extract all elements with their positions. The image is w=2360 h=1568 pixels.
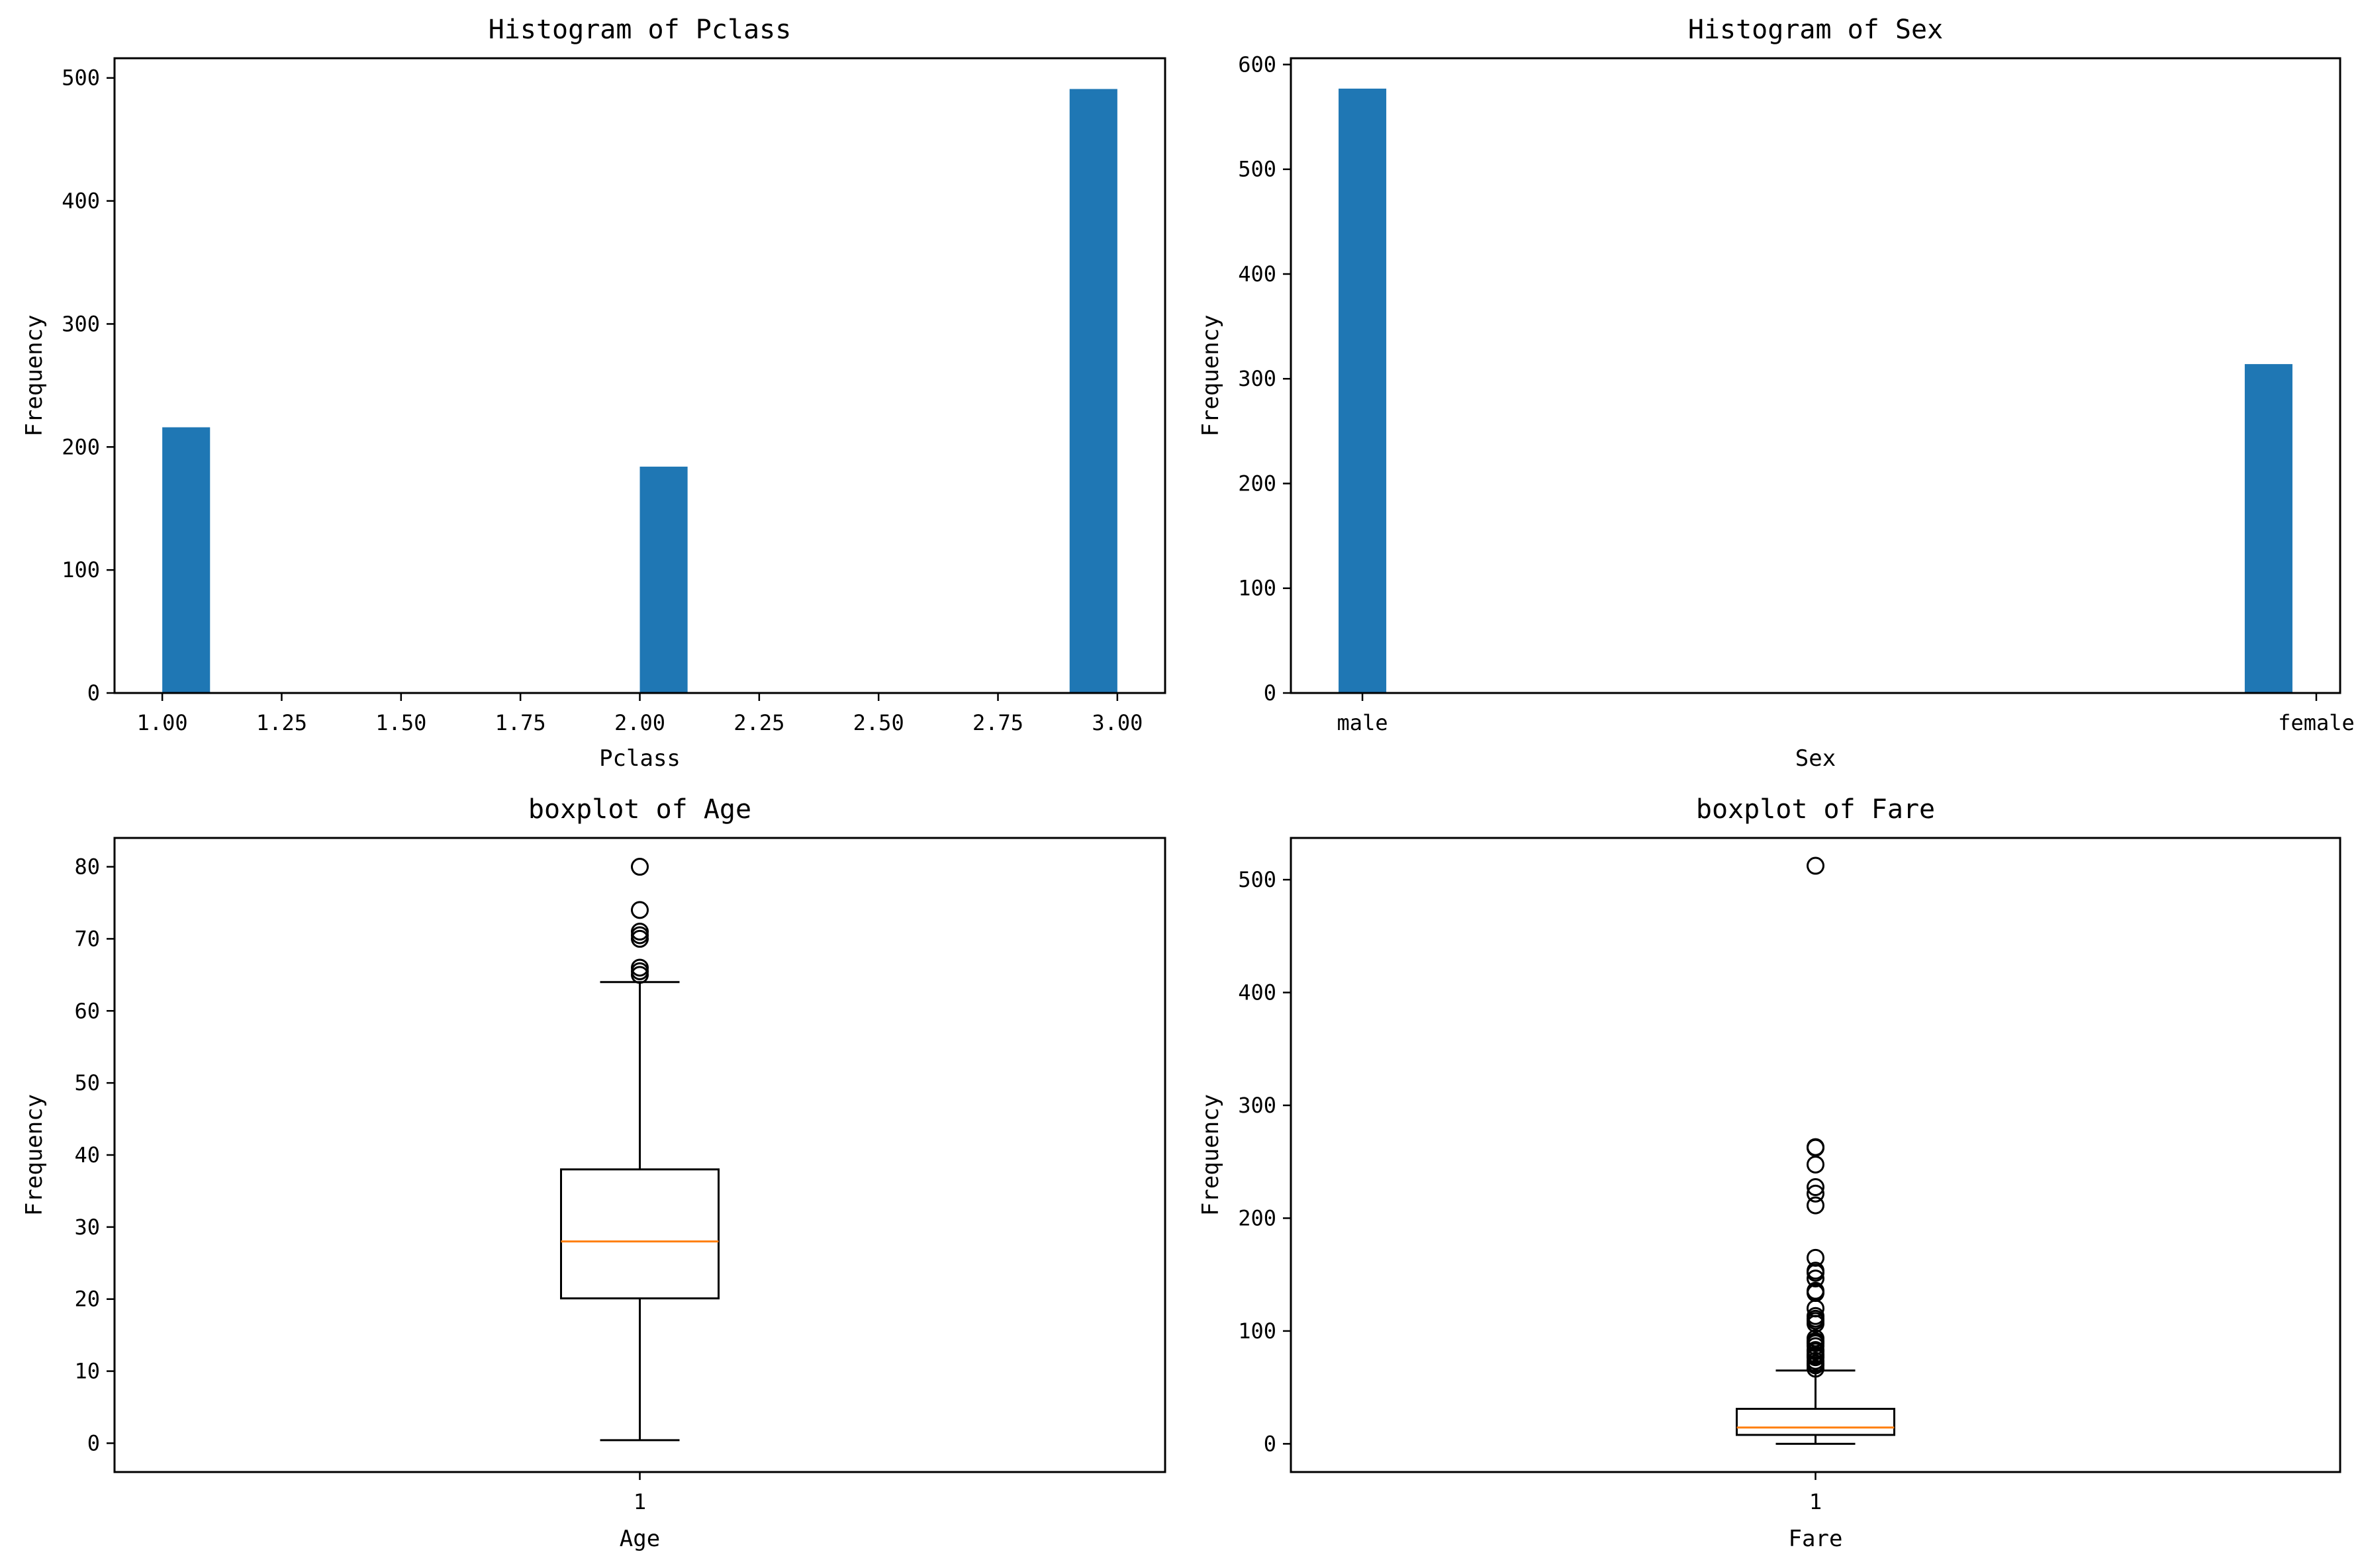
y-tick-label: 0: [87, 1430, 100, 1455]
x-tick-label: 2.50: [853, 710, 904, 735]
pclass-histogram-panel: Histogram of Pclass Pclass Frequency 0 10…: [21, 15, 1166, 772]
outlier-point: [1807, 1184, 1824, 1203]
outlier-point: [1807, 1307, 1824, 1325]
y-tick-label: 300: [62, 311, 100, 336]
histogram-bar: [162, 427, 211, 693]
outlier-point: [1807, 1329, 1824, 1348]
x-axis-label: Age: [620, 1526, 660, 1552]
axes-frame: [113, 837, 1166, 1473]
y-tick-label: 600: [1238, 52, 1276, 77]
x-tick-label: 1.25: [256, 710, 307, 735]
outlier-point: [1807, 1196, 1824, 1215]
y-tick-label: 0: [87, 680, 100, 706]
y-tick-label: 100: [1238, 1318, 1276, 1344]
x-tick-label: 1.75: [495, 710, 546, 735]
y-axis-label: Frequency: [1198, 314, 1224, 436]
outlier-point: [631, 958, 649, 977]
histogram-bar: [639, 467, 688, 693]
outlier-point: [1807, 1262, 1824, 1280]
x-tick-label: female: [2278, 710, 2355, 735]
x-tick-label: 1.50: [375, 710, 426, 735]
y-tick-label: 0: [1264, 680, 1276, 706]
y-tick-label: 300: [1238, 366, 1276, 391]
y-tick-label: 80: [74, 854, 100, 880]
y-tick-label: 70: [74, 926, 100, 951]
y-axis-label: Frequency: [21, 314, 48, 436]
x-tick-label: 1: [1809, 1489, 1822, 1514]
x-tick-label: 3.00: [1092, 710, 1143, 735]
outlier-point: [1807, 856, 1824, 875]
sex-histogram-panel: Histogram of Sex Sex Frequency 0 100 200 30…: [1198, 15, 2355, 772]
y-tick-label: 20: [74, 1287, 100, 1312]
y-tick-label: 400: [62, 189, 100, 214]
chart-title: boxplot of Age: [528, 794, 751, 825]
age-boxplot-panel: boxplot of Age Age Frequency 0 10 20 30 40 50…: [21, 794, 1166, 1552]
iqr-box: [560, 1168, 720, 1300]
y-tick-label: 400: [1238, 261, 1276, 287]
outlier-point: [631, 923, 649, 941]
y-tick-label: 200: [1238, 471, 1276, 496]
x-axis-label: Pclass: [599, 745, 681, 772]
y-tick-label: 200: [62, 434, 100, 459]
x-axis-label: Fare: [1789, 1526, 1843, 1552]
axes-frame: [1290, 837, 2341, 1473]
x-tick-label: 1: [634, 1489, 646, 1514]
x-tick-label: 2.00: [614, 710, 665, 735]
x-tick-label: 1.00: [137, 710, 188, 735]
histogram-bar: [1339, 88, 1387, 693]
fare-boxplot-panel: boxplot of Fare Fare Frequency 0 100 200 30…: [1198, 794, 2341, 1552]
axes-frame: [113, 57, 1166, 694]
outlier-point: [1807, 1281, 1824, 1300]
histogram-bar: [2244, 364, 2292, 693]
chart-title: Histogram of Sex: [1688, 15, 1943, 45]
y-tick-label: 500: [62, 66, 100, 91]
outlier-point: [1807, 1269, 1824, 1288]
outlier-point: [631, 901, 649, 919]
y-tick-label: 50: [74, 1070, 100, 1095]
outlier-point: [1807, 1178, 1824, 1197]
x-tick-label: 2.25: [733, 710, 784, 735]
y-tick-label: 500: [1238, 157, 1276, 182]
outlier-point: [1807, 1138, 1824, 1156]
y-tick-label: 500: [1238, 867, 1276, 892]
y-tick-label: 30: [74, 1215, 100, 1240]
chart-title: boxplot of Fare: [1696, 794, 1935, 825]
x-tick-label: 2.75: [972, 710, 1023, 735]
chart-title: Histogram of Pclass: [489, 15, 792, 45]
histogram-bar: [1069, 89, 1117, 693]
iqr-box: [1736, 1408, 1895, 1436]
y-axis-label: Frequency: [21, 1094, 48, 1216]
y-tick-label: 200: [1238, 1205, 1276, 1230]
outlier-point: [1807, 1248, 1824, 1267]
y-tick-label: 40: [74, 1142, 100, 1168]
y-tick-label: 0: [1264, 1431, 1276, 1456]
x-tick-label: male: [1337, 710, 1388, 735]
y-tick-label: 60: [74, 998, 100, 1023]
x-axis-label: Sex: [1795, 745, 1836, 772]
y-tick-label: 100: [1238, 576, 1276, 601]
axes-frame: [1290, 57, 2341, 694]
y-tick-label: 10: [74, 1359, 100, 1384]
y-tick-label: 100: [62, 557, 100, 582]
y-tick-label: 300: [1238, 1093, 1276, 1118]
y-axis-label: Frequency: [1198, 1094, 1224, 1216]
outlier-point: [631, 858, 649, 876]
y-tick-label: 400: [1238, 980, 1276, 1005]
